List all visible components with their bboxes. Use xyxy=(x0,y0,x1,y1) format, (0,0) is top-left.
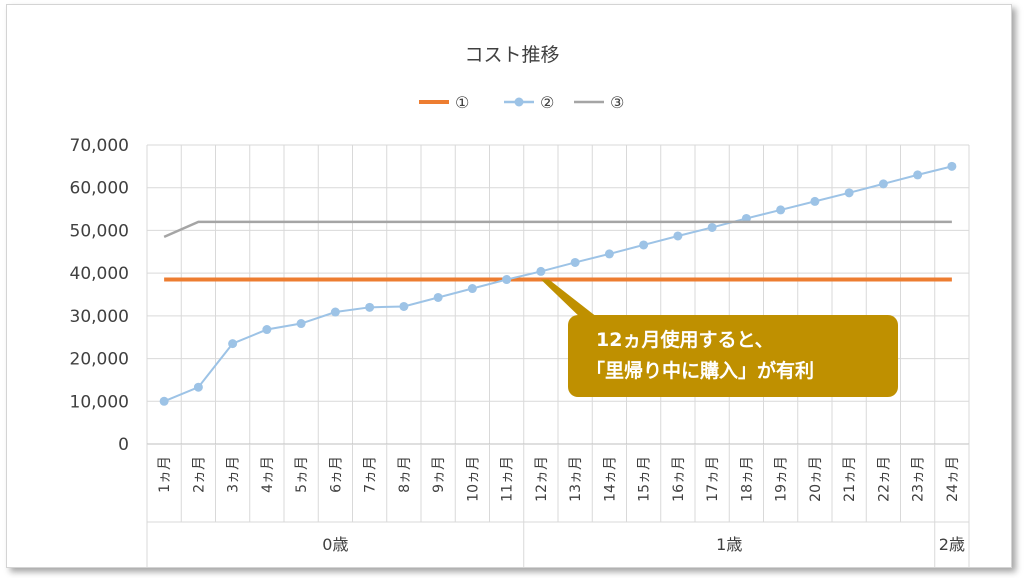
series-point xyxy=(159,396,169,406)
x-tick-label: 8ヵ月 xyxy=(397,456,413,493)
x-group-label: 0歳 xyxy=(322,535,348,554)
x-tick-label: 19ヵ月 xyxy=(774,456,790,502)
legend-label: ③ xyxy=(610,93,624,112)
x-tick-label: 9ヵ月 xyxy=(431,456,447,493)
legend: ① ② ③ xyxy=(419,93,624,112)
series-point xyxy=(844,188,854,198)
x-tick-label: 1ヵ月 xyxy=(157,456,173,493)
y-tick-label: 20,000 xyxy=(70,350,129,370)
x-axis-groups: 0歳 1歳 2歳 xyxy=(322,535,965,554)
y-tick-label: 40,000 xyxy=(70,264,129,284)
x-tick-label: 4ヵ月 xyxy=(260,456,276,493)
y-tick-label: 50,000 xyxy=(70,221,129,241)
series-point xyxy=(296,319,306,329)
x-tick-label: 17ヵ月 xyxy=(705,456,721,502)
callout-text-line: 12ヵ月使用すると、 xyxy=(596,329,774,351)
x-tick-label: 6ヵ月 xyxy=(328,456,344,493)
series-point xyxy=(262,325,272,335)
callout-box xyxy=(568,315,898,397)
x-tick-label: 2ヵ月 xyxy=(191,456,207,493)
x-tick-label: 22ヵ月 xyxy=(876,456,892,502)
series-point xyxy=(365,302,375,312)
series-point xyxy=(399,301,409,311)
series-line xyxy=(163,220,952,238)
x-tick-label: 20ヵ月 xyxy=(808,456,824,502)
y-tick-label: 0 xyxy=(118,435,129,455)
x-axis-ticks: 1ヵ月 2ヵ月 3ヵ月 4ヵ月 5ヵ月 6ヵ月 7ヵ月 8ヵ月 9ヵ月 10ヵ月 11ヵ月 12ヵ月 1… xyxy=(157,456,961,502)
y-tick-label: 10,000 xyxy=(70,392,129,412)
legend-label: ① xyxy=(455,93,469,112)
legend-label: ② xyxy=(540,93,554,112)
series-point xyxy=(913,170,923,180)
x-group-label: 2歳 xyxy=(939,535,965,554)
series-point xyxy=(604,249,614,259)
chart-frame: コスト推移 ① ② ③ 0 10,000 20,000 30,000 40,000 50,00… xyxy=(6,4,1012,568)
x-tick-label: 10ヵ月 xyxy=(465,456,481,502)
x-tick-label: 14ヵ月 xyxy=(602,456,618,502)
x-tick-label: 18ヵ月 xyxy=(739,456,755,502)
x-tick-label: 24ヵ月 xyxy=(945,456,961,502)
series-point xyxy=(947,161,957,171)
series-point xyxy=(433,292,443,302)
x-tick-label: 11ヵ月 xyxy=(500,456,516,502)
y-tick-label: 60,000 xyxy=(70,179,129,199)
series-point xyxy=(639,240,649,250)
x-group-label: 1歳 xyxy=(716,535,742,554)
y-tick-label: 70,000 xyxy=(70,136,129,156)
legend-marker xyxy=(514,97,524,107)
chart-title: コスト推移 xyxy=(464,44,559,66)
series-point xyxy=(810,196,820,206)
series-point xyxy=(193,382,203,392)
y-tick-label: 30,000 xyxy=(70,307,129,327)
callout-text-line: 「里帰り中に購入」が有利 xyxy=(586,359,814,382)
series-point xyxy=(570,257,580,267)
x-tick-label: 12ヵ月 xyxy=(534,456,550,502)
series-point xyxy=(467,284,477,294)
x-tick-label: 3ヵ月 xyxy=(226,456,242,493)
x-tick-label: 23ヵ月 xyxy=(911,456,927,502)
series-point xyxy=(673,231,683,241)
series-point xyxy=(228,339,238,349)
series-point xyxy=(878,179,888,189)
series-point xyxy=(776,205,786,215)
series-point xyxy=(536,266,546,276)
x-tick-label: 16ヵ月 xyxy=(671,456,687,502)
x-tick-label: 13ヵ月 xyxy=(568,456,584,502)
series-point xyxy=(502,275,512,285)
series-line xyxy=(163,165,953,403)
series-layer xyxy=(159,161,957,406)
annotation-callout: 12ヵ月使用すると、「里帰り中に購入」が有利 xyxy=(540,279,898,397)
y-axis-ticks: 0 10,000 20,000 30,000 40,000 50,000 60,000 70,… xyxy=(70,136,129,455)
x-tick-label: 5ヵ月 xyxy=(294,456,310,493)
callout-pointer xyxy=(540,279,602,321)
x-tick-label: 15ヵ月 xyxy=(637,456,653,502)
series-point xyxy=(707,222,717,232)
cost-chart: コスト推移 ① ② ③ 0 10,000 20,000 30,000 40,000 50,00… xyxy=(70,44,970,567)
x-tick-label: 21ヵ月 xyxy=(842,456,858,502)
series-point xyxy=(330,307,340,317)
x-tick-label: 7ヵ月 xyxy=(363,456,379,493)
